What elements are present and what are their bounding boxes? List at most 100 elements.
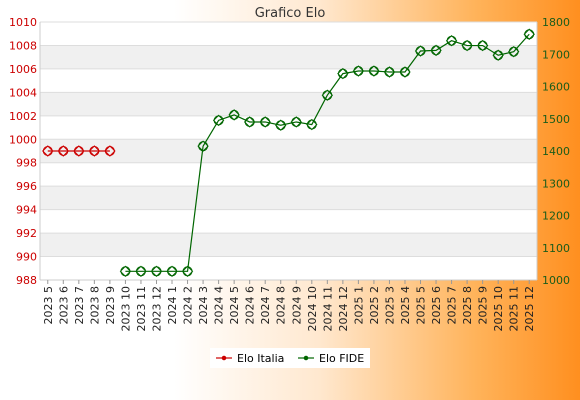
x-tick-label: 2024 6 — [244, 286, 257, 325]
data-point-ring-elo-fide — [415, 46, 426, 57]
data-point-elo-italia — [88, 145, 101, 157]
data-point-ring-elo-fide — [120, 266, 131, 277]
x-tick-label: 2024 2 — [182, 286, 195, 325]
data-point-ring-elo-fide — [368, 66, 379, 77]
data-point-ring-elo-fide — [508, 46, 519, 57]
x-tick-label: 2025 3 — [383, 286, 396, 325]
left-tick-label: 1010 — [9, 16, 37, 29]
data-point-ring-elo-fide — [353, 66, 364, 77]
data-point-elo-fide — [166, 265, 178, 278]
data-point-elo-fide — [492, 49, 504, 61]
legend-box — [210, 348, 370, 368]
left-tick-label: 1002 — [9, 110, 37, 123]
left-tick-label: 1008 — [9, 39, 37, 52]
data-point-elo-fide — [352, 65, 365, 77]
x-tick-label: 2024 11 — [321, 286, 334, 332]
data-point-ring-elo-fide — [198, 141, 209, 152]
legend-marker-elo-italia — [221, 355, 227, 361]
data-point-elo-fide — [414, 45, 427, 57]
x-tick-label: 2025 4 — [399, 286, 412, 325]
data-point-elo-fide — [228, 109, 240, 121]
grid-band — [40, 92, 537, 116]
right-tick-label: 1100 — [542, 242, 570, 255]
data-point-ring-elo-fide — [260, 116, 271, 127]
x-tick-label: 2025 10 — [492, 286, 505, 332]
left-tick-label: 992 — [16, 227, 37, 240]
data-point-ring-elo-fide — [275, 120, 286, 131]
left-tick-label: 994 — [16, 204, 37, 217]
left-tick-label: 998 — [16, 157, 37, 170]
x-tick-label: 2023 7 — [73, 286, 86, 325]
legend-label-elo-fide: Elo FIDE — [319, 352, 364, 365]
data-point-elo-fide — [119, 265, 132, 278]
legend: Elo Italia Elo FIDE — [210, 348, 370, 368]
data-point-ring-elo-italia — [42, 146, 53, 156]
x-tick-label: 2023 11 — [135, 286, 148, 332]
legend-marker-elo-fide — [303, 355, 309, 361]
right-tick-label: 1400 — [542, 145, 570, 158]
x-tick-label: 2024 1 — [166, 286, 179, 325]
x-tick-label: 2025 8 — [461, 286, 474, 325]
right-tick-label: 1500 — [542, 113, 570, 126]
data-point-ring-elo-fide — [151, 266, 162, 277]
x-tick-label: 2025 7 — [446, 286, 459, 325]
x-tick-label: 2024 10 — [306, 286, 319, 332]
x-tick-label: 2025 9 — [477, 286, 490, 325]
data-point-ring-elo-fide — [291, 116, 302, 127]
left-tick-label: 1004 — [9, 86, 37, 99]
right-tick-label: 1300 — [542, 177, 570, 190]
data-point-ring-elo-fide — [493, 50, 504, 61]
data-point-ring-elo-fide — [306, 119, 317, 130]
data-point-ring-elo-italia — [58, 146, 69, 156]
data-point-ring-elo-italia — [73, 146, 84, 156]
x-tick-label: 2024 7 — [259, 286, 272, 325]
x-tick-label: 2025 11 — [508, 286, 521, 332]
right-tick-label: 1800 — [542, 16, 570, 29]
data-point-ring-elo-fide — [182, 266, 193, 277]
x-tick-label: 2024 12 — [337, 286, 350, 332]
x-tick-label: 2025 12 — [523, 286, 536, 332]
x-tick-label: 2023 12 — [150, 286, 163, 332]
data-point-ring-elo-fide — [167, 266, 178, 277]
data-point-ring-elo-fide — [477, 40, 488, 51]
left-tick-label: 990 — [16, 251, 37, 264]
x-tick-label: 2024 9 — [290, 286, 303, 325]
data-point-elo-fide — [430, 44, 442, 57]
data-point-ring-elo-fide — [337, 68, 348, 79]
x-tick-label: 2024 5 — [228, 286, 241, 325]
data-point-elo-italia — [57, 145, 70, 157]
data-point-ring-elo-fide — [213, 115, 224, 126]
right-tick-label: 1000 — [542, 274, 570, 287]
data-point-ring-elo-fide — [431, 45, 442, 56]
x-tick-label: 2023 5 — [42, 286, 55, 325]
data-point-elo-fide — [368, 65, 380, 77]
data-point-ring-elo-fide — [135, 266, 146, 277]
data-point-ring-elo-fide — [384, 66, 395, 77]
x-tick-label: 2023 8 — [88, 286, 101, 325]
series-line-elo-fide — [125, 33, 530, 272]
x-tick-label: 2025 2 — [368, 286, 381, 325]
grid-band — [40, 233, 537, 257]
data-point-elo-fide — [290, 116, 302, 128]
data-point-ring-elo-fide — [524, 29, 535, 40]
x-tick-label: 2025 5 — [415, 286, 428, 325]
x-tick-label: 2023 9 — [104, 286, 117, 325]
data-point-ring-elo-fide — [446, 35, 457, 46]
left-tick-label: 988 — [16, 274, 37, 287]
right-tick-label: 1200 — [542, 210, 570, 223]
data-point-ring-elo-italia — [89, 146, 100, 156]
data-point-ring-elo-fide — [322, 90, 333, 101]
grid-band — [40, 186, 537, 210]
right-tick-label: 1600 — [542, 81, 570, 94]
grid-band — [40, 45, 537, 69]
data-point-elo-fide — [306, 118, 318, 131]
data-point-ring-elo-fide — [244, 116, 255, 127]
data-point-ring-elo-fide — [229, 109, 240, 120]
data-point-ring-elo-italia — [104, 146, 115, 156]
x-tick-label: 2023 10 — [119, 286, 132, 332]
data-point-elo-italia — [104, 145, 116, 157]
chart-title: Grafico Elo — [255, 6, 326, 21]
data-point-elo-fide — [476, 39, 489, 52]
x-tick-label: 2025 1 — [352, 286, 365, 325]
